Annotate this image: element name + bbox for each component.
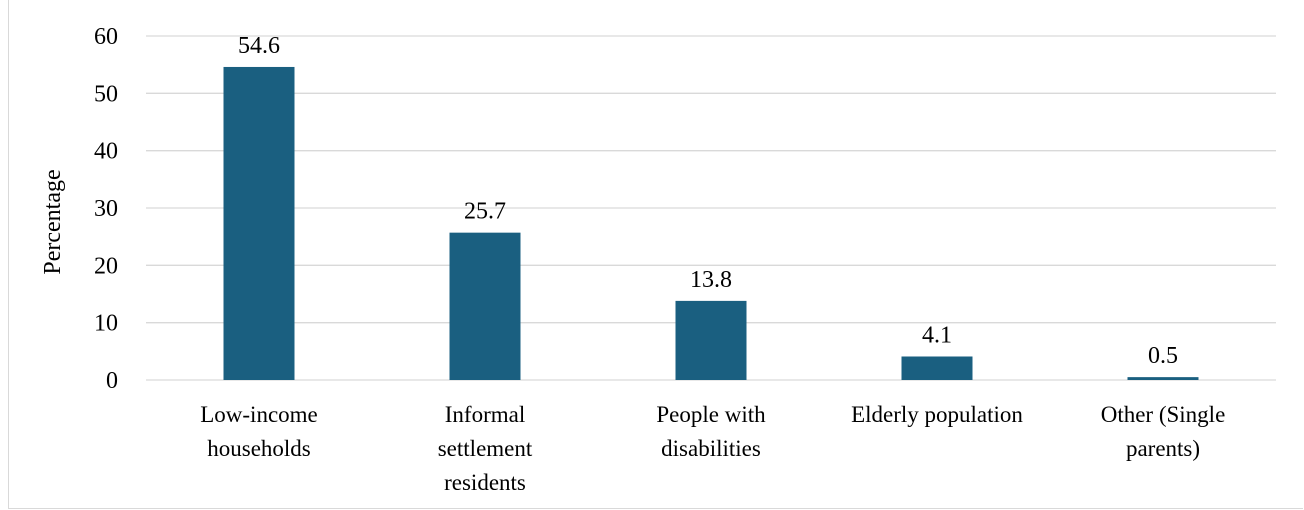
x-category-label: Elderly population [851, 402, 1023, 427]
y-tick-label: 50 [94, 81, 118, 107]
x-category-label: Informal settlement residents [438, 402, 533, 495]
x-category-label-line: disabilities [661, 436, 761, 461]
data-label: 54.6 [238, 33, 280, 59]
x-category-label-line: Elderly population [851, 402, 1023, 427]
bar [449, 232, 521, 380]
x-category-label-line: settlement [438, 436, 533, 461]
y-axis-title: Percentage [40, 169, 66, 274]
x-category-label-line: Informal [445, 402, 525, 427]
x-category-label-line: parents) [1126, 436, 1200, 461]
x-category-label: Other (Single parents) [1101, 402, 1226, 461]
y-tick-label: 30 [94, 196, 118, 222]
y-tick-label: 10 [94, 311, 118, 337]
bar [1127, 377, 1199, 380]
x-category-label-line: People with [656, 402, 766, 427]
x-category-label-line: Other (Single [1101, 402, 1226, 427]
data-label: 0.5 [1148, 343, 1178, 369]
data-labels: 54.6 25.7 13.8 4.1 0.5 [238, 33, 1178, 369]
bar [675, 300, 747, 380]
data-label: 13.8 [690, 267, 732, 293]
x-category-label-line: residents [444, 470, 526, 495]
bars [223, 66, 1199, 381]
y-tick-label: 0 [106, 368, 118, 394]
x-category-label: Low-income households [200, 402, 318, 461]
x-category-label: People with disabilities [656, 402, 766, 461]
x-category-label-line: Low-income [200, 402, 318, 427]
bar [901, 356, 973, 380]
data-label: 25.7 [464, 199, 506, 225]
y-tick-label: 40 [94, 139, 118, 165]
data-label: 4.1 [922, 322, 952, 348]
x-category-label-line: households [207, 436, 311, 461]
y-tick-label: 20 [94, 253, 118, 279]
x-axis-categories: Low-income households Informal settlement re… [200, 402, 1225, 495]
y-axis-ticks: 0 10 20 30 40 50 60 [94, 24, 118, 394]
bar [223, 66, 295, 381]
y-tick-label: 60 [94, 24, 118, 50]
